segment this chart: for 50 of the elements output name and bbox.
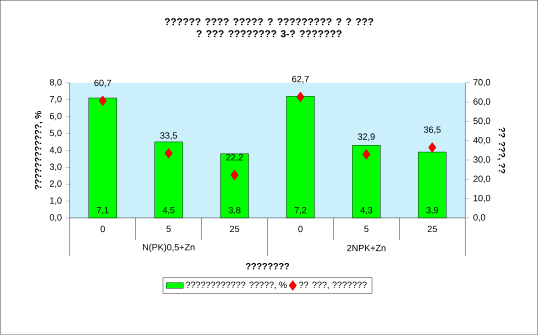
y2-tick-label: 20,0 <box>473 176 490 184</box>
data-label: 22,2 <box>226 154 243 162</box>
y2-tick-label: 0,0 <box>473 214 486 222</box>
data-label: 32,9 <box>358 134 375 141</box>
y-tick-label: 8,0 <box>50 79 62 87</box>
data-label: 36,5 <box>424 126 441 134</box>
y-tick-label: 4,0 <box>50 146 62 154</box>
y2-tick-label: 40,0 <box>473 137 490 145</box>
y2-tick-label: 50,0 <box>473 118 490 126</box>
y2-tick-label: 60,0 <box>473 98 490 106</box>
data-label: 4,3 <box>360 207 372 215</box>
point <box>362 149 370 160</box>
x-tick-label: 5 <box>364 226 368 232</box>
data-label: 3,9 <box>426 207 438 215</box>
chart-title: ?????? ???? ????? ? ????????? ? ? ??? <box>164 18 374 26</box>
data-label: 7,2 <box>294 207 306 215</box>
x-tick-label: 0 <box>100 226 105 232</box>
chart-subtitle: ? ??? ???????? 3-? ??????? <box>196 30 342 38</box>
data-label: 3,8 <box>228 207 240 215</box>
y2-tick-label: 10,0 <box>474 195 490 202</box>
y-axis-title: ????????????, % <box>34 111 43 190</box>
y-tick-label: 1,0 <box>50 197 62 205</box>
data-label: 7,1 <box>96 207 109 215</box>
text: N(PK)0,5+Zn <box>142 244 194 252</box>
legend-label: ???????????? ?????, % <box>186 282 287 290</box>
text: 2NPK+Zn <box>347 244 386 252</box>
point <box>230 170 238 180</box>
y2-axis-title: ?? ???, ?? <box>497 127 506 174</box>
y-tick-label: 6,0 <box>50 112 62 120</box>
y-tick-label: 0,0 <box>50 214 62 222</box>
x-tick-label: 25 <box>428 226 437 232</box>
x-tick-label: 5 <box>166 226 171 232</box>
data-label: 60,7 <box>94 80 112 88</box>
legend-label: ?? ???, ??????? <box>298 282 367 290</box>
y-tick-label: 7,0 <box>50 96 62 104</box>
data-label: 62,7 <box>292 76 309 84</box>
x-tick-label: 0 <box>298 226 303 232</box>
point <box>98 96 107 106</box>
y2-tick-label: 30,0 <box>473 156 490 164</box>
y-tick-label: 2,0 <box>50 180 62 188</box>
point <box>428 142 436 153</box>
y-tick-label: 5,0 <box>50 130 62 138</box>
data-label: 4,5 <box>162 207 175 215</box>
x-tick-label: 25 <box>230 226 240 232</box>
data-label: 33,5 <box>160 132 178 140</box>
point <box>296 92 304 102</box>
y2-tick-label: 70,0 <box>473 79 490 87</box>
point <box>164 148 173 159</box>
y-tick-label: 3,0 <box>50 164 62 172</box>
x-axis-title: ???????? <box>246 263 290 270</box>
